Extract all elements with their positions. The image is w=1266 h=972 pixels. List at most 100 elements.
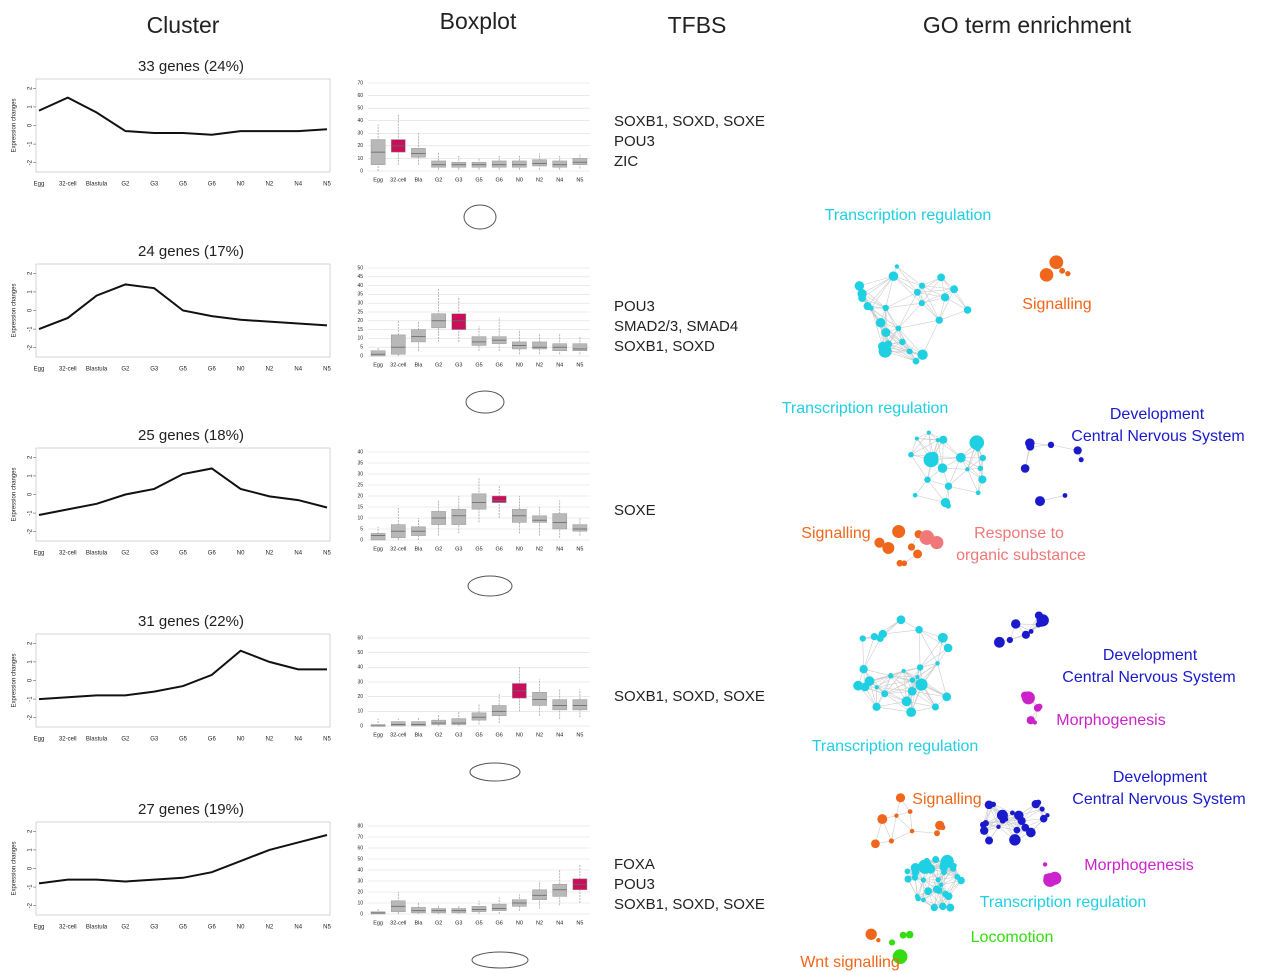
network-node [899,931,907,939]
network-node [859,665,868,674]
x-tick-label: G3 [150,925,159,931]
network-node [940,824,946,831]
network-node [935,438,940,443]
network-node [895,793,906,803]
network-edge [915,494,946,503]
network-node [946,903,955,912]
network-node [937,463,948,473]
box [451,718,467,725]
network-edge [939,289,955,321]
y-tick-label: 60 [357,635,363,641]
network-edge [948,469,968,487]
x-tick-label: 32-cell [390,920,406,926]
y-tick-label: 60 [357,845,363,851]
network-node [924,887,933,896]
y-axis-label: Expression changes [12,98,18,152]
x-tick-label: G2 [121,551,130,557]
network-node [1010,810,1015,816]
y-tick-label: 30 [357,878,363,884]
network-node [977,465,984,472]
x-tick-label: N4 [294,551,302,557]
network-node [913,288,921,296]
go-label: Central Nervous System [1062,669,1235,686]
network-node [909,677,916,683]
x-tick-label: G6 [496,732,503,738]
network-node [907,543,916,551]
network-node [874,537,885,548]
network-edge [893,275,918,293]
y-tick-label: 60 [357,93,363,99]
network-node [965,467,970,472]
network-node [905,930,914,939]
network-edge [993,804,1013,814]
x-tick-label: Blastula [86,182,108,188]
x-tick-label: G3 [455,177,462,183]
box [532,692,547,706]
network-edge [880,322,910,352]
x-tick-label: G2 [121,367,130,373]
network-edge [876,679,913,688]
plot-frame [35,78,331,173]
network-node [1011,619,1021,629]
network-node [1026,716,1035,725]
y-tick-label: 80 [357,823,363,829]
box [572,699,588,711]
network-node [935,887,943,894]
network-node [971,437,981,448]
y-tick-label: 20 [357,493,363,499]
x-tick-label: Egg [373,546,383,552]
x-tick-label: N4 [556,732,563,738]
network-node [870,633,878,641]
x-tick-label: N2 [536,732,543,738]
x-tick-label: G3 [455,920,462,926]
network-edge [945,876,958,895]
network-node [901,696,912,707]
network-node [894,264,900,269]
plot-frame [35,633,331,728]
y-tick-label: 35 [357,292,363,298]
x-tick-label: G6 [208,551,217,557]
network-edge [885,302,922,309]
network-node [1009,834,1021,846]
box [552,160,568,168]
y-tick-label: 15 [357,504,363,510]
x-tick-label: 32-cell [390,362,406,368]
box [491,705,507,716]
y-tick-label: 45 [357,274,363,280]
network-node [1028,629,1034,634]
x-tick-label: G5 [475,920,482,926]
x-tick-label: G2 [121,737,130,743]
network-node [926,864,936,874]
x-tick-label: Blastula [86,367,108,373]
x-tick-label: N0 [237,925,245,931]
network-edge [884,679,913,695]
network-edge [891,815,897,841]
x-tick-label: N4 [294,737,302,743]
plot-frame [35,821,331,916]
x-tick-label: G3 [455,362,462,368]
x-tick-label: N0 [516,362,523,368]
x-tick-label: G2 [435,920,442,926]
network-node [857,289,867,299]
network-edge [923,879,942,886]
network-node [1025,438,1035,448]
network-node [918,300,925,307]
network-node [984,800,994,810]
y-axis-label: Expression changes [12,283,18,337]
box [512,160,527,168]
network-node [935,877,941,883]
y-tick-label: 10 [357,336,363,342]
network-node [904,868,911,875]
network-node [963,306,972,314]
network-node [924,476,931,483]
tfbs-label: ZIC [614,153,638,170]
network-node [1078,457,1084,463]
y-tick-label: 50 [357,265,363,271]
network-node [936,541,942,547]
network-edge [940,277,968,311]
network-node [1034,611,1043,620]
network-node [878,629,887,639]
y-tick-label: 0 [360,353,363,359]
y-tick-label: 40 [357,283,363,289]
